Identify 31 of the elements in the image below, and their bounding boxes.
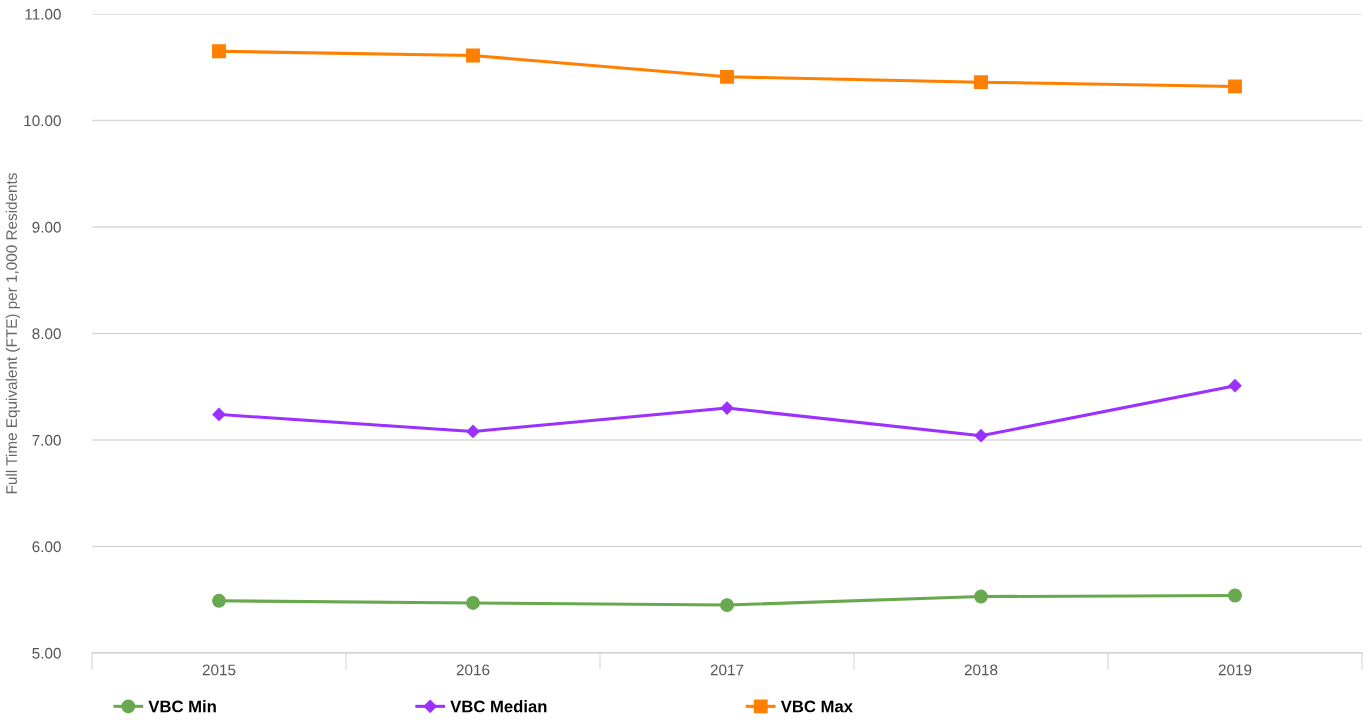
legend-label: VBC Max [780,700,853,713]
point [974,589,988,604]
point [720,598,734,613]
y-tick-label: 9.00 [32,221,61,233]
y-tick-label: 10.00 [24,115,61,127]
x-tick-label: 2015 [202,664,236,676]
point [974,429,988,443]
x-tick-label: 2018 [964,664,998,676]
point [1228,79,1242,94]
x-tick-label: 2016 [456,664,490,676]
point [466,595,480,610]
y-axis-title: Full Time Equivalent (FTE) per 1,000 Residents [5,173,20,494]
point [720,69,734,84]
x-tick-label: 2017 [710,664,744,676]
point [466,48,480,63]
y-tick-label: 11.00 [25,8,61,20]
point [720,401,734,415]
legend-label: VBC Min [148,700,216,713]
point [1228,588,1242,603]
legend-label: VBC Median [450,700,547,713]
y-tick-label: 5.00 [32,647,61,659]
point [974,75,988,90]
point [212,44,226,59]
y-tick-label: 7.00 [32,434,61,446]
x-tick-label: 2019 [1218,664,1252,676]
y-tick-label: 8.00 [32,328,61,340]
point [212,407,226,422]
point [212,593,226,608]
y-tick-label: 6.00 [32,541,61,553]
point [1228,379,1242,393]
point [466,424,480,439]
